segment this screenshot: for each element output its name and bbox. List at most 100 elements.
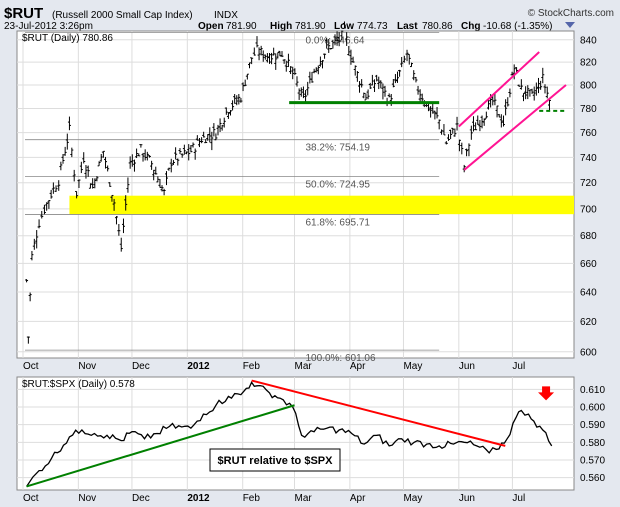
ohlc-bar bbox=[373, 79, 377, 92]
ohlc-bar bbox=[519, 79, 523, 90]
ohlc-bar bbox=[77, 179, 81, 189]
ohlc-bar bbox=[349, 49, 353, 65]
ratio-y-tick-label: 0.560 bbox=[580, 473, 605, 484]
ohlc-bar bbox=[135, 148, 139, 159]
ohlc-bar bbox=[272, 47, 276, 56]
ohlc-bar bbox=[147, 155, 151, 158]
ratio-x-tick-label: Feb bbox=[243, 493, 261, 504]
ohlc-bar bbox=[187, 144, 191, 161]
ohlc-bar bbox=[79, 161, 83, 174]
ohlc-bar bbox=[530, 88, 534, 94]
ohlc-bar bbox=[128, 156, 132, 169]
ohlc-bar bbox=[121, 218, 125, 234]
ohlc-bar bbox=[150, 160, 154, 170]
ohlc-bar bbox=[167, 167, 171, 171]
ohlc-bar bbox=[366, 89, 370, 100]
ohlc-bar bbox=[202, 131, 206, 138]
ratio-x-tick-label: Jul bbox=[512, 493, 525, 504]
ohlc-bar bbox=[195, 135, 199, 141]
ohlc-bar bbox=[297, 88, 301, 100]
ohlc-bar bbox=[526, 85, 530, 100]
ohlc-bar bbox=[51, 182, 55, 194]
ohlc-bar bbox=[460, 142, 464, 155]
last-value: 780.86 bbox=[422, 21, 453, 32]
ohlc-bar bbox=[212, 123, 216, 137]
ohlc-bar bbox=[270, 52, 274, 65]
ohlc-bar bbox=[446, 134, 450, 141]
ohlc-bar bbox=[333, 34, 337, 46]
ohlc-bar bbox=[345, 32, 349, 46]
ohlc-bar bbox=[247, 62, 251, 69]
ohlc-bar bbox=[335, 31, 339, 46]
ohlc-bar bbox=[191, 142, 195, 148]
ohlc-bar bbox=[75, 190, 79, 199]
ohlc-bar bbox=[25, 279, 29, 283]
ohlc-bar bbox=[405, 49, 409, 62]
ohlc-bar bbox=[132, 159, 136, 172]
ohlc-bar bbox=[414, 76, 418, 83]
ohlc-bar bbox=[265, 53, 269, 63]
ohlc-bar bbox=[469, 125, 473, 140]
ohlc-bar bbox=[185, 151, 189, 155]
ohlc-bar bbox=[26, 336, 30, 344]
ohlc-bar bbox=[370, 74, 374, 86]
ratio-panel bbox=[16, 376, 575, 491]
ohlc-bar bbox=[252, 47, 256, 56]
ohlc-bar bbox=[444, 141, 448, 145]
ohlc-bar bbox=[235, 95, 239, 106]
ohlc-bar bbox=[224, 107, 228, 115]
ohlc-bar bbox=[495, 105, 499, 118]
ohlc-bar bbox=[437, 119, 441, 130]
ohlc-bar bbox=[104, 156, 108, 169]
ohlc-bar bbox=[119, 237, 123, 252]
ohlc-bar bbox=[340, 30, 344, 41]
watermark: © StockCharts.com bbox=[528, 8, 614, 19]
ohlc-bar bbox=[304, 90, 308, 103]
ohlc-bar bbox=[93, 178, 97, 189]
ratio-legend: $RUT:$SPX (Daily) 0.578 bbox=[22, 379, 135, 390]
ohlc-bar bbox=[320, 60, 324, 69]
ohlc-bar bbox=[114, 216, 118, 225]
ohlc-bar bbox=[532, 86, 536, 101]
ohlc-bar bbox=[158, 179, 162, 188]
ratio-x-tick-label: Mar bbox=[295, 493, 313, 504]
ohlc-bar bbox=[482, 118, 486, 126]
ohlc-bar bbox=[398, 69, 402, 77]
price-x-tick-label: 2012 bbox=[187, 361, 210, 372]
ohlc-bar bbox=[169, 158, 173, 173]
price-x-tick-label: Oct bbox=[23, 361, 39, 372]
ohlc-bar bbox=[465, 148, 469, 157]
open-value: 781.90 bbox=[226, 21, 257, 32]
ohlc-bar bbox=[130, 154, 134, 167]
ohlc-bar bbox=[162, 188, 166, 196]
ohlc-bar bbox=[35, 230, 39, 249]
ohlc-bar bbox=[343, 21, 347, 29]
ohlc-bar bbox=[360, 79, 364, 88]
ohlc-bar bbox=[282, 59, 286, 64]
ohlc-bar bbox=[379, 80, 383, 89]
ohlc-bar bbox=[30, 250, 34, 261]
ohlc-bar bbox=[189, 145, 193, 153]
ohlc-bar bbox=[139, 144, 143, 148]
channel-upper-line bbox=[458, 51, 540, 128]
ohlc-bar bbox=[545, 86, 549, 99]
ohlc-bar bbox=[486, 98, 490, 110]
ohlc-bar bbox=[97, 161, 101, 167]
ohlc-bar bbox=[28, 292, 32, 302]
ohlc-bar bbox=[517, 84, 521, 87]
ohlc-bar bbox=[510, 71, 514, 76]
ohlc-bar bbox=[137, 153, 141, 157]
ohlc-bar bbox=[318, 56, 322, 67]
ohlc-bar bbox=[474, 122, 478, 131]
ohlc-bar bbox=[99, 154, 103, 162]
ohlc-bar bbox=[295, 76, 299, 87]
ohlc-bar bbox=[547, 99, 551, 112]
ohlc-bar bbox=[301, 86, 305, 99]
ohlc-bar bbox=[160, 185, 164, 192]
price-x-tick-label: Nov bbox=[78, 361, 96, 372]
ohlc-bar bbox=[381, 83, 385, 100]
ohlc-bar bbox=[210, 131, 214, 151]
ohlc-bar bbox=[222, 117, 226, 128]
price-y-tick-label: 840 bbox=[580, 35, 597, 46]
date-stamp: 23-Jul-2012 3:26pm bbox=[4, 21, 93, 32]
